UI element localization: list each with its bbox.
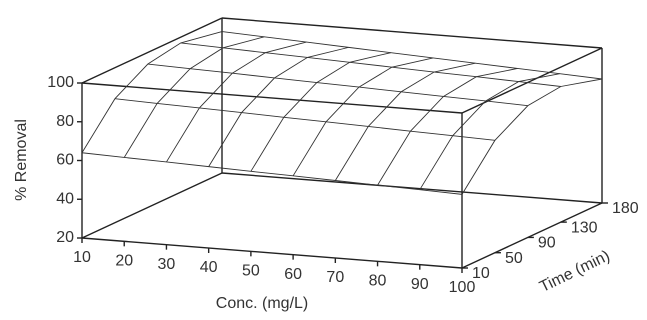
x-tick-label: 70 [326, 269, 344, 286]
y-tick-label: 180 [612, 200, 639, 217]
x-tick-label: 90 [411, 276, 429, 293]
y-tick-label: 130 [571, 219, 598, 236]
box-edge [461, 202, 603, 269]
surface-line [208, 46, 349, 167]
x-tick-label: 20 [115, 253, 133, 270]
box-edge [221, 17, 603, 49]
z-tick-label: 100 [47, 74, 74, 91]
x-tick-label: 100 [449, 279, 476, 296]
surface-line [81, 152, 463, 195]
z-tick-label: 80 [56, 113, 74, 130]
surface-line [377, 68, 518, 186]
y-tick-label: 50 [505, 250, 523, 267]
x-tick-label: 60 [284, 266, 302, 283]
surface-line [292, 57, 434, 177]
surface-line [221, 31, 603, 80]
surface-line [461, 78, 603, 195]
x-tick-label: 30 [158, 256, 176, 273]
surface-line [114, 98, 495, 141]
surface-line [166, 41, 307, 163]
z-tick-label: 20 [56, 229, 74, 246]
z-tick-label: 60 [56, 152, 74, 169]
z-axis-label: % Removal [13, 119, 30, 201]
box-edge [461, 47, 603, 114]
x-tick-label: 50 [242, 263, 260, 280]
box-edge [81, 172, 223, 239]
surface-line [81, 31, 223, 153]
y-tick-label: 10 [472, 265, 490, 282]
y-tick-label: 90 [538, 235, 556, 252]
surface-line [419, 73, 560, 190]
z-tick-label: 40 [56, 190, 74, 207]
box-edge [81, 237, 463, 269]
x-tick-label: 10 [73, 249, 91, 266]
x-tick-label: 40 [200, 259, 218, 276]
box-edge [81, 82, 463, 114]
surface-line [147, 63, 528, 107]
surface-line [334, 62, 476, 181]
x-axis-label: Conc. (mg/L) [216, 295, 308, 312]
box-edge [221, 172, 603, 204]
surface-line [180, 42, 561, 87]
box-edge [81, 17, 223, 84]
y-axis-label: Time (min) [537, 247, 613, 296]
x-tick-label: 80 [369, 273, 387, 290]
surface-line [250, 52, 391, 172]
surface-line [123, 36, 265, 158]
